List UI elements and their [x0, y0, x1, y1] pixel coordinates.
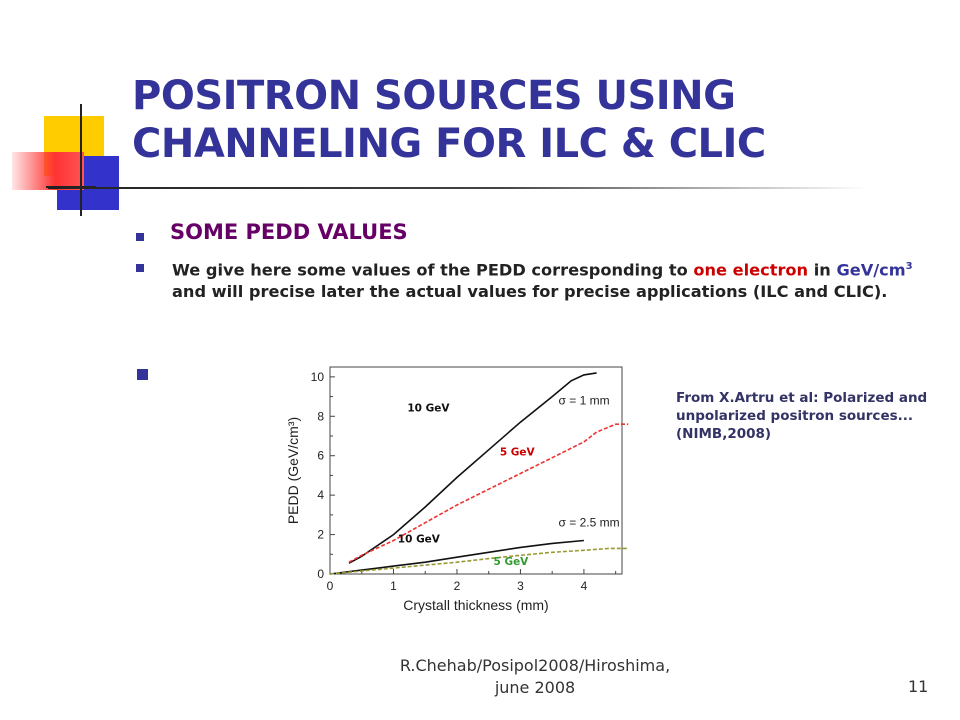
bullet-marker — [136, 233, 144, 241]
series-label: 5 GeV — [500, 447, 536, 459]
slide-title: POSITRON SOURCES USING CHANNELING FOR IL… — [132, 73, 766, 167]
series-line — [348, 372, 597, 564]
y-tick-label: 2 — [317, 528, 324, 542]
unit-exponent: 3 — [905, 261, 913, 272]
series-label: 10 GeV — [398, 533, 441, 545]
description-text: and will precise later the actual values… — [172, 282, 888, 302]
series-label: 10 GeV — [407, 402, 450, 414]
y-axis-label: PEDD (GeV/cm³) — [285, 417, 301, 524]
x-tick-label: 0 — [327, 579, 334, 593]
chart-annotation: σ = 1 mm — [559, 393, 610, 407]
section-heading: SOME PEDD VALUES — [170, 220, 408, 244]
series-line — [329, 539, 584, 575]
series-line — [329, 547, 629, 575]
x-axis-label: Crystall thickness (mm) — [403, 597, 548, 613]
chart-annotation: σ = 2.5 mm — [559, 516, 620, 530]
series-line — [348, 423, 629, 563]
citation-text: From X.Artru et al: Polarized and unpola… — [676, 390, 928, 442]
x-tick-label: 4 — [581, 579, 588, 593]
series-label: 5 GeV — [493, 556, 529, 568]
description-text: We give here some values of the PEDD cor… — [172, 260, 694, 280]
description-text: in — [808, 260, 837, 280]
y-tick-label: 6 — [317, 449, 324, 463]
x-tick-label: 3 — [517, 579, 524, 593]
highlight-unit: GeV/cm — [836, 260, 906, 280]
page-number: 11 — [908, 677, 929, 696]
chart-panel: 0 1 2 3 4 0 2 4 6 8 10 Crystall thickness (mm) PEDD … — [244, 345, 648, 639]
highlight-one-electron: one electron — [693, 260, 809, 280]
description-paragraph: We give here some values of the PEDD cor… — [172, 256, 932, 303]
title-underline — [48, 187, 868, 189]
x-tick-label: 1 — [390, 579, 397, 593]
bullet-marker — [137, 369, 148, 380]
footer-text: R.Chehab/Posipol2008/Hiroshima, june 200… — [399, 656, 671, 697]
pedd-chart: 0 1 2 3 4 0 2 4 6 8 10 Crystall thickness (mm) PEDD … — [285, 366, 629, 613]
deco-vertical-line — [80, 104, 82, 216]
deco-red-block — [12, 152, 84, 190]
y-tick-label: 8 — [317, 409, 324, 423]
y-tick-label: 10 — [311, 370, 325, 384]
y-tick-label: 4 — [317, 488, 324, 502]
plot-frame — [329, 366, 623, 575]
y-tick-label: 0 — [317, 567, 324, 581]
bullet-marker — [136, 264, 144, 272]
x-tick-label: 2 — [454, 579, 461, 593]
